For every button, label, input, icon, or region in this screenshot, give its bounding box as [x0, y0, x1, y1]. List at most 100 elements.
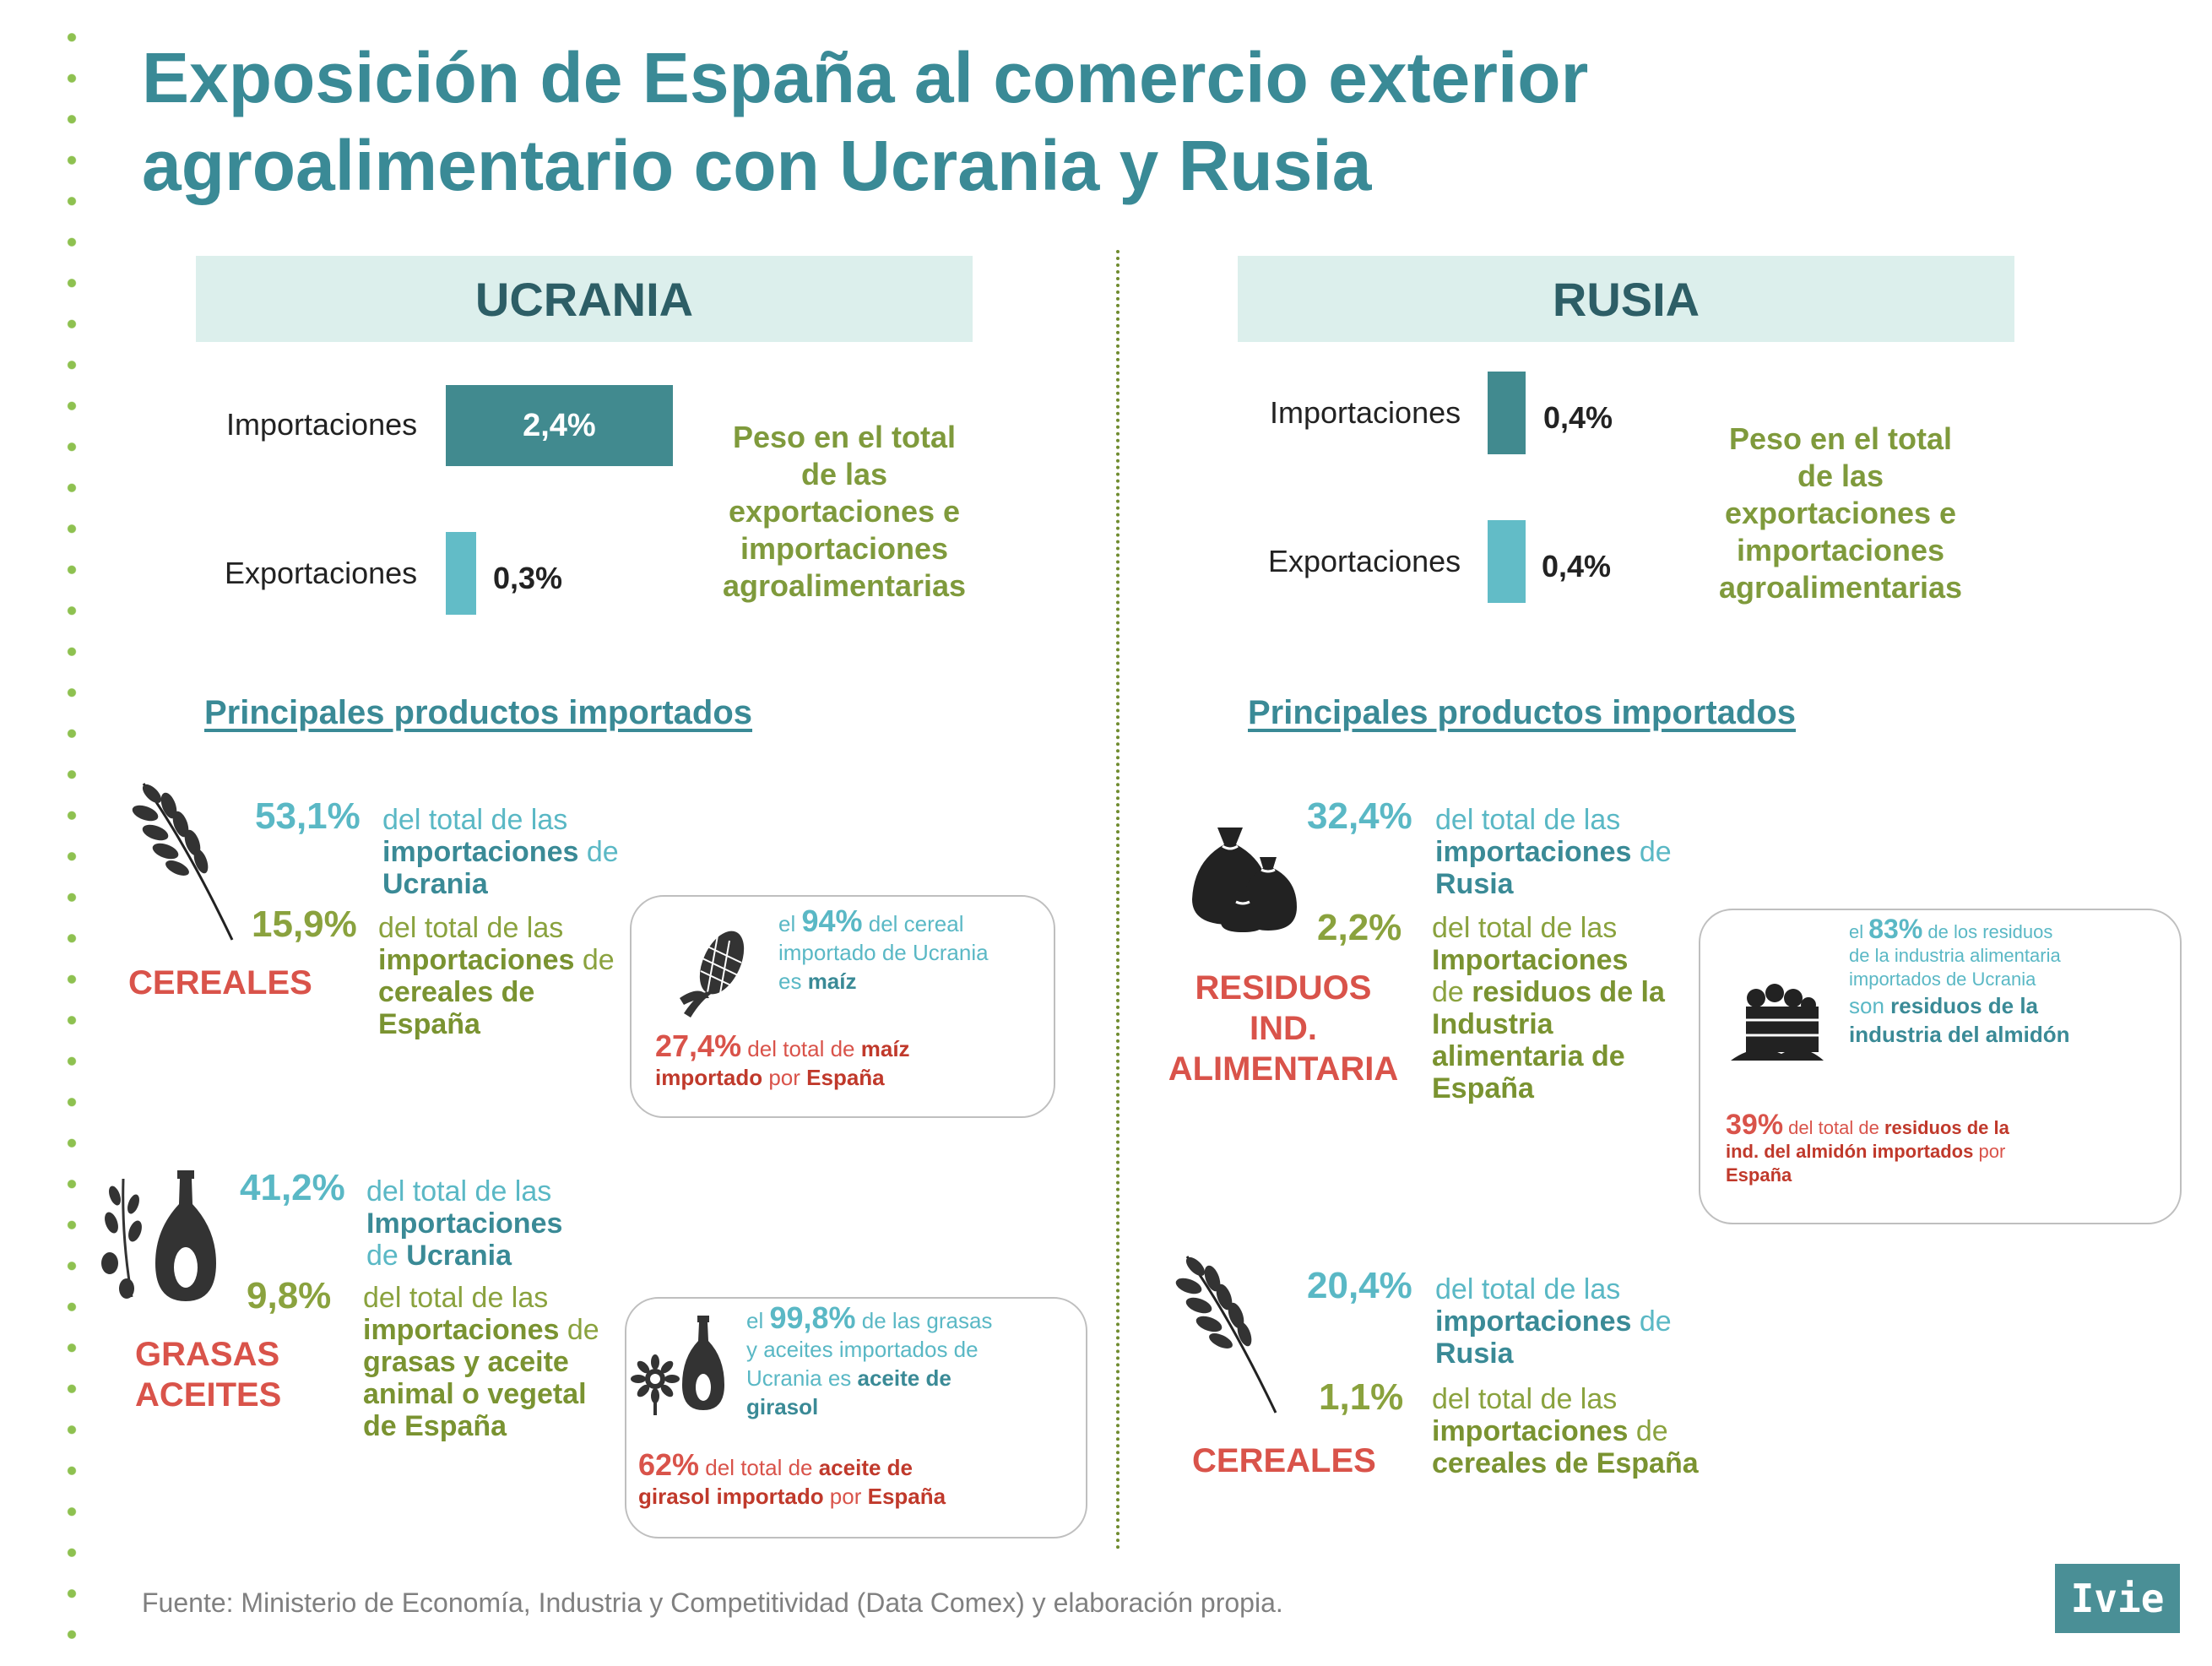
title-line-1: Exposición de España al comercio exterio…: [142, 38, 1589, 117]
ucrania-girasol-card-red: 62% del total de aceite de girasol impor…: [638, 1450, 1060, 1511]
ucrania-maiz-card: [630, 895, 1055, 1118]
rusia-almidon-card: [1699, 909, 2182, 1224]
desc-bold: Importaciones: [1432, 944, 1629, 976]
card-bold: maíz: [807, 969, 857, 994]
ucrania-imports-label: Importaciones: [226, 407, 418, 442]
card-bold: España: [867, 1484, 946, 1509]
desc-line: del total de las: [378, 912, 564, 944]
card-text: y aceites importados de: [746, 1337, 979, 1362]
desc-bold: importaciones: [1432, 1415, 1629, 1447]
peso-line: Peso en el total: [1728, 421, 1953, 456]
desc-bold: Industria: [1432, 1008, 1553, 1040]
ucrania-exports-label: Exportaciones: [225, 556, 418, 590]
page-title: Exposición de España al comercio exterio…: [142, 34, 1830, 209]
desc-bold: alimentaria de: [1432, 1040, 1625, 1072]
sunflower-bottle-icon: [631, 1316, 724, 1415]
rusia-imports-label: Importaciones: [1270, 395, 1461, 430]
rusia-exports-value: 0,4%: [1542, 549, 1612, 583]
rusia-peso-text: Peso en el total de las exportaciones e …: [1689, 421, 1992, 606]
card-text: del total de: [699, 1455, 819, 1480]
ucrania-imports-bar: 2,4%: [446, 385, 673, 466]
card-pct: 99,8%: [769, 1300, 856, 1335]
card-bold: girasol importado: [638, 1484, 824, 1509]
rusia-header: RUSIA: [1238, 256, 2014, 342]
desc-text: de: [559, 1314, 599, 1346]
card-text: el: [778, 911, 802, 936]
card-text: del total de: [741, 1036, 861, 1061]
desc-bold: importaciones: [378, 944, 575, 976]
ucrania-grasas-desc1: del total de las Importaciones de Ucrani…: [366, 1175, 620, 1272]
peso-line: agroalimentarias: [1718, 570, 1963, 605]
desc-text: de: [578, 836, 619, 868]
rusia-imports-bar: [1488, 372, 1526, 454]
peso-line: de las: [800, 457, 888, 491]
desc-bold: España: [378, 1008, 480, 1040]
label-line: GRASAS: [135, 1336, 280, 1373]
harvest-crate-icon: [1731, 984, 1824, 1061]
sacks-icon: [1192, 828, 1297, 932]
desc-bold: España: [1432, 1072, 1534, 1104]
ucrania-cereales-desc1: del total de las importaciones de Ucrani…: [382, 804, 636, 900]
peso-line: importaciones: [1736, 533, 1945, 567]
ucrania-section-heading: Principales productos importados: [204, 694, 753, 731]
ucrania-peso-text: Peso en el total de las exportaciones e …: [692, 419, 996, 605]
desc-bold: importaciones: [1435, 836, 1632, 868]
corn-icon: [680, 931, 745, 1018]
desc-bold: importaciones: [382, 836, 579, 868]
rusia-cereales-pct1: 20,4%: [1307, 1265, 1412, 1306]
desc-bold: Importaciones: [366, 1207, 563, 1240]
ucrania-grasas-label: GRASAS ACEITES: [135, 1334, 281, 1415]
card-bold: España: [1726, 1164, 1792, 1186]
desc-line: del total de las: [382, 804, 568, 836]
card-bold: residuos de la: [1884, 1117, 2009, 1138]
desc-bold: cereales de: [378, 976, 535, 1008]
label-line: ALIMENTARIA: [1168, 1050, 1399, 1088]
source-footer: Fuente: Ministerio de Economía, Industri…: [142, 1587, 1283, 1618]
card-text: importados de Ucrania: [1849, 969, 2036, 990]
ucrania-grasas-desc2: del total de las importaciones de grasas…: [363, 1282, 616, 1442]
card-text: por: [1973, 1141, 2006, 1162]
rusia-exports-label: Exportaciones: [1268, 544, 1461, 578]
desc-bold: Ucrania: [382, 868, 488, 900]
desc-bold: Ucrania: [406, 1240, 512, 1272]
title-line-2: agroalimentario con Ucrania y Rusia: [142, 126, 1372, 205]
rusia-residuos-desc1: del total de las importaciones de Rusia: [1435, 804, 1689, 900]
card-text: es: [778, 969, 808, 994]
rusia-almidon-card-red: 39% del total de residuos de la ind. del…: [1726, 1110, 2063, 1187]
peso-line: exportaciones e: [728, 494, 961, 529]
card-pct: 94%: [801, 904, 863, 938]
rusia-section-heading: Principales productos importados: [1248, 694, 1797, 731]
ucrania-maiz-card-text: el 94% del cereal importado de Ucrania e…: [778, 904, 1032, 996]
card-text: del cereal: [862, 911, 964, 936]
ucrania-exports-value: 0,3%: [493, 561, 563, 595]
label-line: ACEITES: [135, 1376, 282, 1414]
decorative-dot-border: [66, 17, 78, 1655]
desc-bold: importaciones: [1435, 1305, 1632, 1338]
peso-line: agroalimentarias: [722, 568, 967, 603]
ucrania-cereales-pct2: 15,9%: [252, 904, 357, 945]
desc-line: del total de las: [1432, 1383, 1618, 1415]
ivie-logo: Ivie: [2055, 1564, 2180, 1633]
desc-text: de: [1631, 1305, 1672, 1338]
card-bold: industria del almidón: [1849, 1022, 2070, 1047]
desc-bold: Rusia: [1435, 1338, 1514, 1370]
ucrania-imports-value: 2,4%: [523, 407, 596, 443]
peso-line: de las: [1797, 459, 1884, 493]
card-bold: residuos de la: [1890, 993, 2038, 1018]
ucrania-grasas-pct2: 9,8%: [247, 1275, 332, 1316]
rusia-residuos-pct1: 32,4%: [1307, 795, 1412, 837]
desc-bold: cereales de España: [1432, 1447, 1699, 1479]
card-bold: maíz: [860, 1036, 910, 1061]
desc-line: del total de las: [366, 1175, 552, 1207]
rusia-cereales-desc1: del total de las importaciones de Rusia: [1435, 1273, 1705, 1370]
ucrania-header: UCRANIA: [196, 256, 973, 342]
desc-bold: animal o vegetal: [363, 1378, 587, 1410]
label-line: RESIDUOS IND.: [1195, 969, 1372, 1047]
card-pct: 27,4%: [655, 1028, 742, 1063]
ucrania-maiz-card-red: 27,4% del total de maíz importado por Es…: [655, 1031, 1027, 1092]
card-text: por: [823, 1484, 868, 1509]
desc-line: del total de las: [1432, 912, 1618, 944]
card-bold: ind. del almidón importados: [1726, 1141, 1974, 1162]
ucrania-girasol-card-text: el 99,8% de las grasas y aceites importa…: [746, 1303, 1067, 1421]
desc-text: de: [1628, 1415, 1668, 1447]
